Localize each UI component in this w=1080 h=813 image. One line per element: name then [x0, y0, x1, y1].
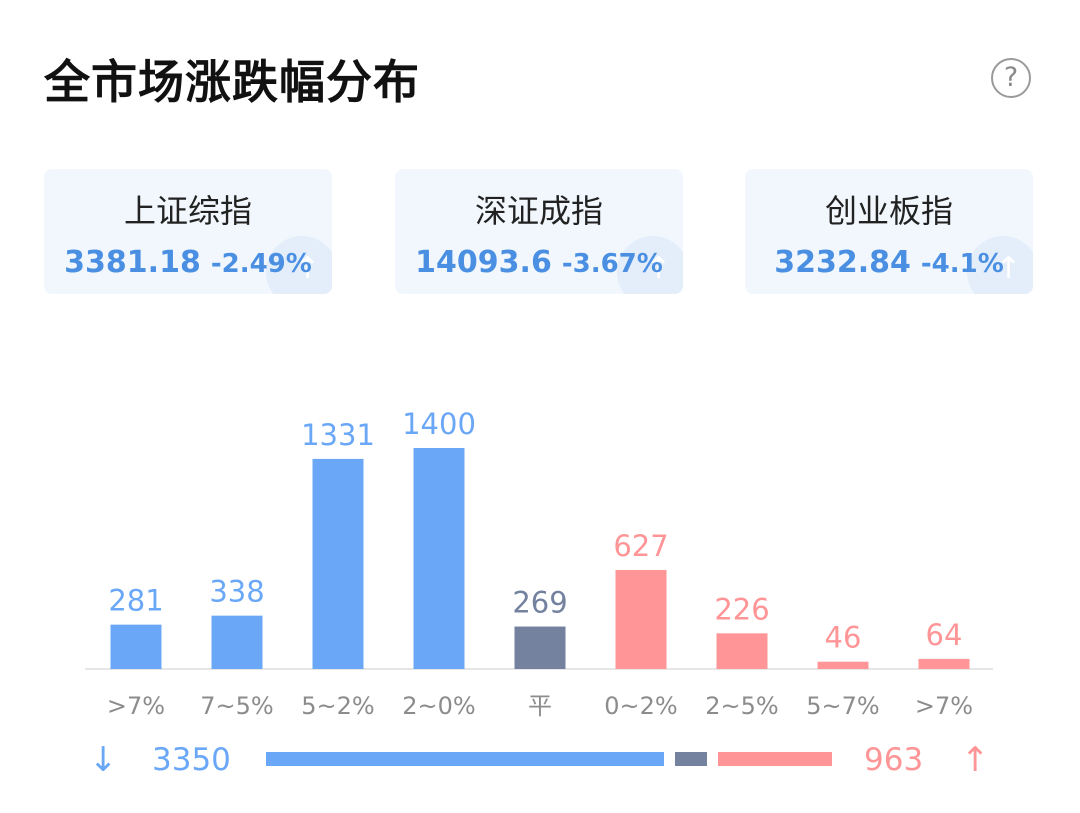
- bar: [716, 633, 768, 669]
- bar-value-label: 281: [108, 584, 163, 618]
- category-label: >7%: [915, 692, 973, 720]
- bar-value-label: 1400: [402, 407, 476, 441]
- index-card-shenzhen[interactable]: ↑ 深证成指 14093.6 -3.67%: [395, 169, 683, 294]
- down-ratio-bar: [266, 752, 664, 766]
- index-card-shanghai[interactable]: ↑ 上证综指 3381.18 -2.49%: [44, 169, 332, 294]
- index-values: 3232.84 -4.1%: [745, 245, 1033, 285]
- up-count: 963: [864, 742, 924, 778]
- category-label: 7~5%: [200, 692, 273, 720]
- category-label: 平: [528, 692, 552, 720]
- index-change: -3.67%: [561, 249, 663, 279]
- bar-value-label: 269: [512, 586, 567, 620]
- watermark-circle: [967, 236, 1033, 294]
- bar: [615, 570, 667, 669]
- bar: [514, 626, 566, 669]
- category-label: >7%: [107, 692, 165, 720]
- trend-arrow-icon: ↑: [645, 251, 671, 286]
- help-icon[interactable]: ?: [991, 58, 1031, 98]
- bar: [110, 624, 162, 669]
- bar-value-label: 338: [209, 575, 264, 609]
- bar-value-label: 46: [825, 621, 862, 655]
- watermark-circle: [266, 236, 332, 294]
- trend-arrow-icon: ↑: [995, 251, 1021, 286]
- flat-ratio-bar: [674, 752, 707, 766]
- arrow-up-icon: ↑: [961, 740, 990, 780]
- bar: [817, 661, 869, 669]
- index-name: 上证综指: [123, 192, 252, 230]
- bar: [211, 615, 263, 669]
- down-count: 3350: [152, 742, 231, 778]
- bar-value-label: 64: [926, 618, 963, 652]
- index-value: 14093.6: [415, 245, 552, 280]
- index-change: -2.49%: [210, 249, 312, 279]
- category-label: 5~2%: [301, 692, 374, 720]
- up-ratio-bar: [717, 752, 832, 766]
- index-card-chinext[interactable]: ↑ 创业板指 3232.84 -4.1%: [745, 169, 1033, 294]
- bar-value-label: 1331: [301, 418, 375, 452]
- distribution-chart: 281 >7% 338 7~5% 1331 5~2% 1400 2~0% 269 平 627 0~2%…: [85, 407, 993, 720]
- category-label: 2~5%: [705, 692, 778, 720]
- index-change: -4.1%: [920, 249, 1004, 279]
- category-label: 5~7%: [806, 692, 879, 720]
- index-values: 3381.18 -2.49%: [44, 245, 332, 285]
- trend-arrow-icon: ↑: [294, 251, 320, 286]
- bar-value-label: 226: [714, 592, 769, 626]
- arrow-down-icon: ↓: [89, 740, 118, 780]
- bar-value-label: 627: [613, 529, 668, 563]
- category-label: 0~2%: [604, 692, 677, 720]
- index-values: 14093.6 -3.67%: [395, 245, 683, 285]
- index-value: 3232.84: [774, 245, 911, 280]
- bar: [312, 458, 364, 669]
- index-name: 创业板指: [824, 192, 953, 230]
- bar: [918, 658, 970, 669]
- watermark-circle: [617, 236, 683, 294]
- bar: [413, 448, 465, 669]
- category-label: 2~0%: [402, 692, 475, 720]
- index-name: 深证成指: [474, 192, 603, 230]
- index-value: 3381.18: [64, 245, 201, 280]
- page-title: 全市场涨跌幅分布: [44, 55, 420, 109]
